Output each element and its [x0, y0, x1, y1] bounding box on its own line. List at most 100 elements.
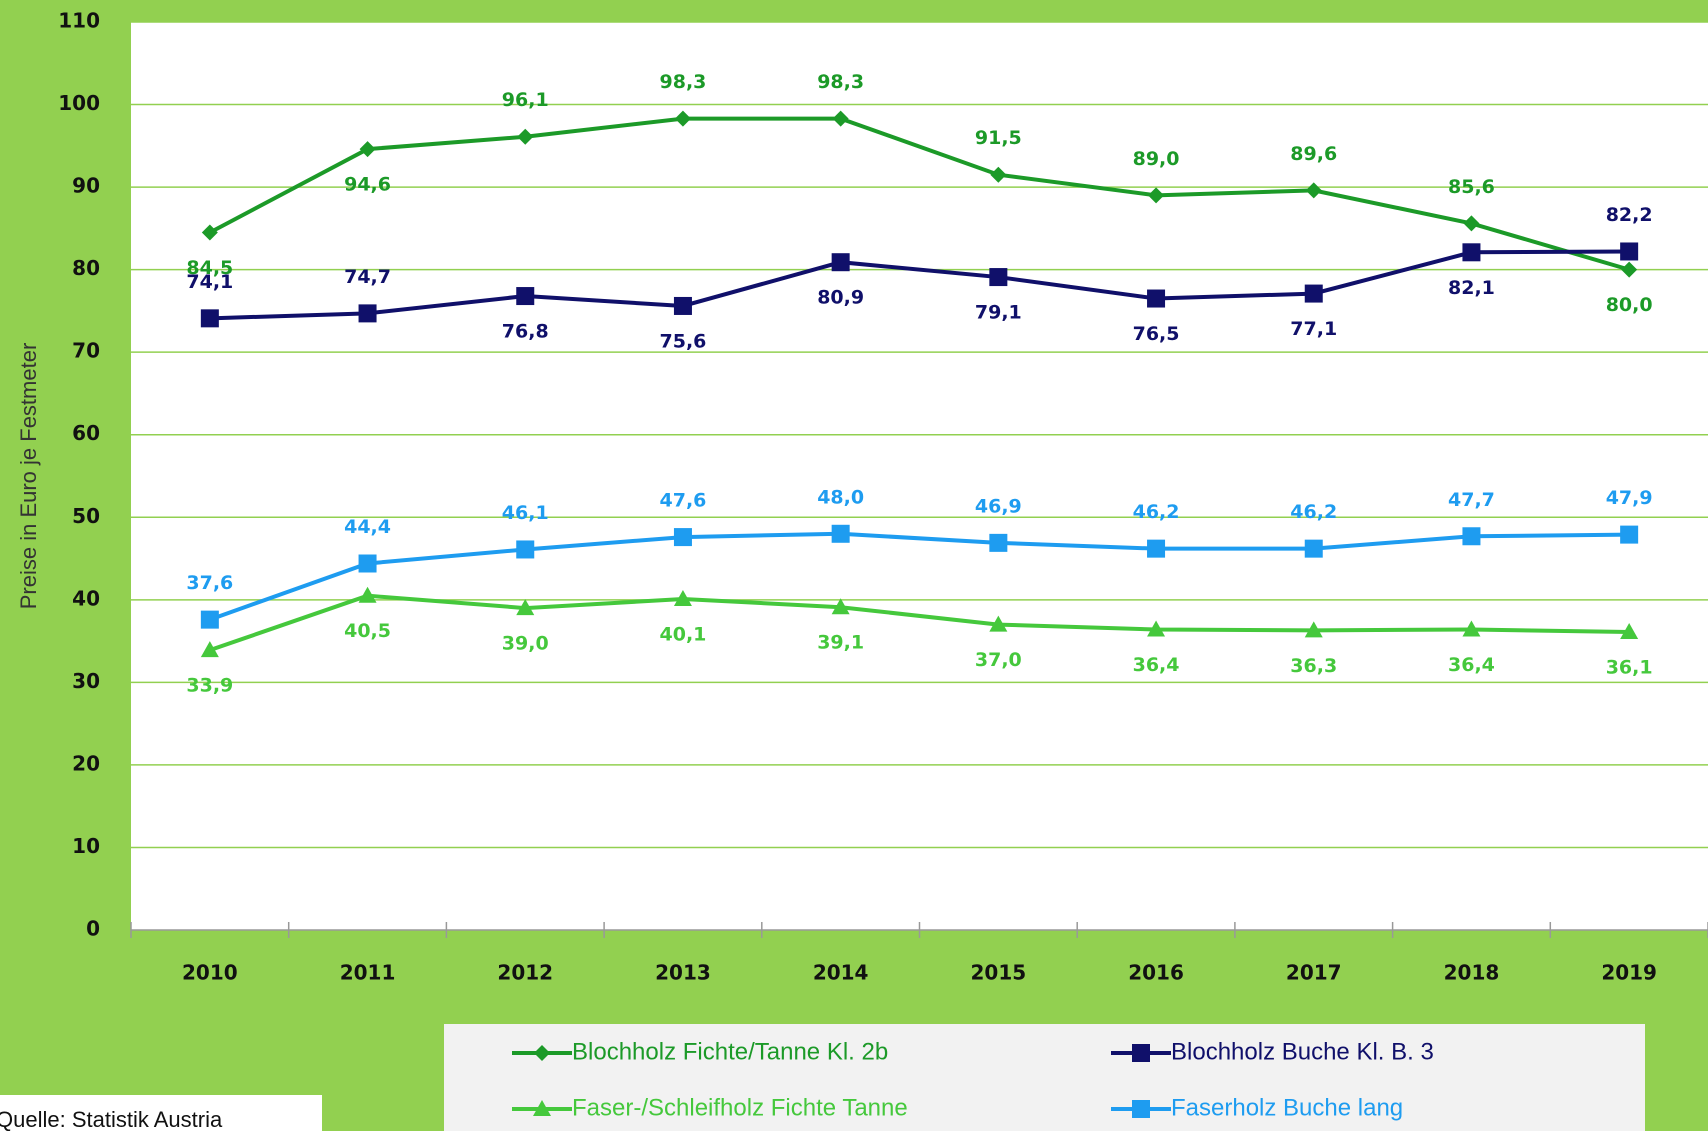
legend-label: Faser-/Schleifholz Fichte Tanne: [572, 1094, 908, 1121]
data-label: 85,6: [1448, 176, 1495, 198]
data-label: 46,2: [1133, 501, 1180, 523]
x-tick-label: 2017: [1286, 961, 1342, 985]
marker: [516, 599, 535, 616]
marker: [1620, 242, 1639, 261]
data-label: 44,4: [344, 516, 391, 538]
marker: [673, 528, 692, 547]
data-label: 47,6: [660, 490, 707, 512]
marker: [1304, 621, 1323, 638]
x-tick-label: 2019: [1601, 961, 1657, 985]
data-label: 33,9: [186, 675, 233, 697]
x-tick-label: 2012: [497, 961, 553, 985]
data-label: 89,6: [1290, 143, 1337, 165]
marker: [359, 141, 376, 158]
data-label: 94,6: [344, 174, 391, 196]
y-axis-label: Preise in Euro je Festmeter: [16, 343, 41, 610]
data-label: 91,5: [975, 127, 1022, 149]
source: Quelle: Statistik Austria: [0, 1107, 223, 1131]
marker: [1148, 187, 1165, 204]
data-label: 48,0: [817, 486, 864, 508]
marker: [673, 589, 692, 606]
data-label: 36,4: [1448, 654, 1495, 676]
x-tick-label: 2016: [1128, 961, 1184, 985]
y-tick-label: 40: [72, 586, 100, 610]
marker: [200, 641, 219, 658]
series-line: [209, 531, 1630, 622]
x-tick-label: 2015: [971, 961, 1027, 985]
y-tick-label: 10: [72, 834, 100, 858]
x-tick-label: 2013: [655, 961, 711, 985]
marker: [831, 253, 850, 272]
data-label: 80,9: [817, 287, 864, 309]
data-label: 79,1: [975, 302, 1022, 324]
marker: [200, 309, 219, 328]
data-label: 37,0: [975, 649, 1022, 671]
marker: [517, 128, 534, 145]
data-label: 96,1: [502, 89, 549, 111]
marker: [831, 598, 850, 615]
marker: [989, 268, 1008, 287]
marker: [1304, 284, 1323, 303]
data-label: 74,7: [344, 266, 391, 288]
legend-box: [444, 1024, 1645, 1131]
legend-label: Blochholz Buche Kl. B. 3: [1171, 1038, 1434, 1065]
data-label: 36,1: [1606, 657, 1653, 679]
data-label: 46,1: [502, 502, 549, 524]
marker: [516, 540, 535, 559]
data-label: 40,1: [660, 623, 707, 645]
marker: [989, 615, 1008, 632]
legend-label: Faserholz Buche lang: [1171, 1094, 1403, 1121]
data-label: 76,8: [502, 321, 549, 343]
marker: [358, 554, 377, 573]
marker: [1304, 539, 1323, 558]
marker: [1462, 620, 1481, 637]
y-tick-label: 110: [58, 9, 100, 33]
marker: [1147, 620, 1166, 637]
data-label: 82,2: [1606, 204, 1653, 226]
data-label: 46,9: [975, 495, 1022, 517]
marker: [1620, 623, 1639, 640]
data-label: 75,6: [660, 330, 707, 352]
marker: [200, 610, 219, 629]
data-label: 46,2: [1290, 501, 1337, 523]
legend-label: Blochholz Fichte/Tanne Kl. 2b: [572, 1038, 888, 1065]
data-label: 98,3: [817, 71, 864, 93]
y-tick-label: 50: [72, 504, 100, 528]
data-label: 77,1: [1290, 318, 1337, 340]
marker: [201, 224, 218, 241]
y-tick-label: 70: [72, 339, 100, 363]
marker: [990, 166, 1007, 183]
data-label: 36,4: [1133, 654, 1180, 676]
marker: [832, 110, 849, 127]
marker: [534, 1045, 550, 1061]
data-label: 76,5: [1133, 323, 1180, 345]
series-line: [208, 116, 1630, 272]
data-label: 82,1: [1448, 277, 1495, 299]
y-tick-label: 100: [58, 91, 100, 115]
data-label: 36,3: [1290, 655, 1337, 677]
data-label: 89,0: [1133, 148, 1180, 170]
marker: [516, 287, 535, 306]
marker: [1620, 525, 1639, 544]
source-box: [0, 1095, 322, 1131]
y-tick-label: 20: [72, 751, 100, 775]
y-tick-label: 60: [72, 421, 100, 445]
data-label: 47,7: [1448, 489, 1495, 511]
y-tick-label: 80: [72, 256, 100, 280]
series-line: [209, 249, 1630, 321]
marker: [1147, 289, 1166, 308]
marker: [1462, 243, 1481, 262]
data-label: 98,3: [660, 71, 707, 93]
x-tick-label: 2010: [182, 961, 238, 985]
marker: [989, 533, 1008, 552]
x-tick-label: 2014: [813, 961, 869, 985]
marker: [1621, 261, 1638, 278]
data-label: 80,0: [1606, 294, 1653, 316]
y-tick-label: 90: [72, 174, 100, 198]
data-label: 40,5: [344, 620, 391, 642]
marker: [358, 304, 377, 323]
data-label: 47,9: [1606, 487, 1653, 509]
marker: [1463, 215, 1480, 232]
